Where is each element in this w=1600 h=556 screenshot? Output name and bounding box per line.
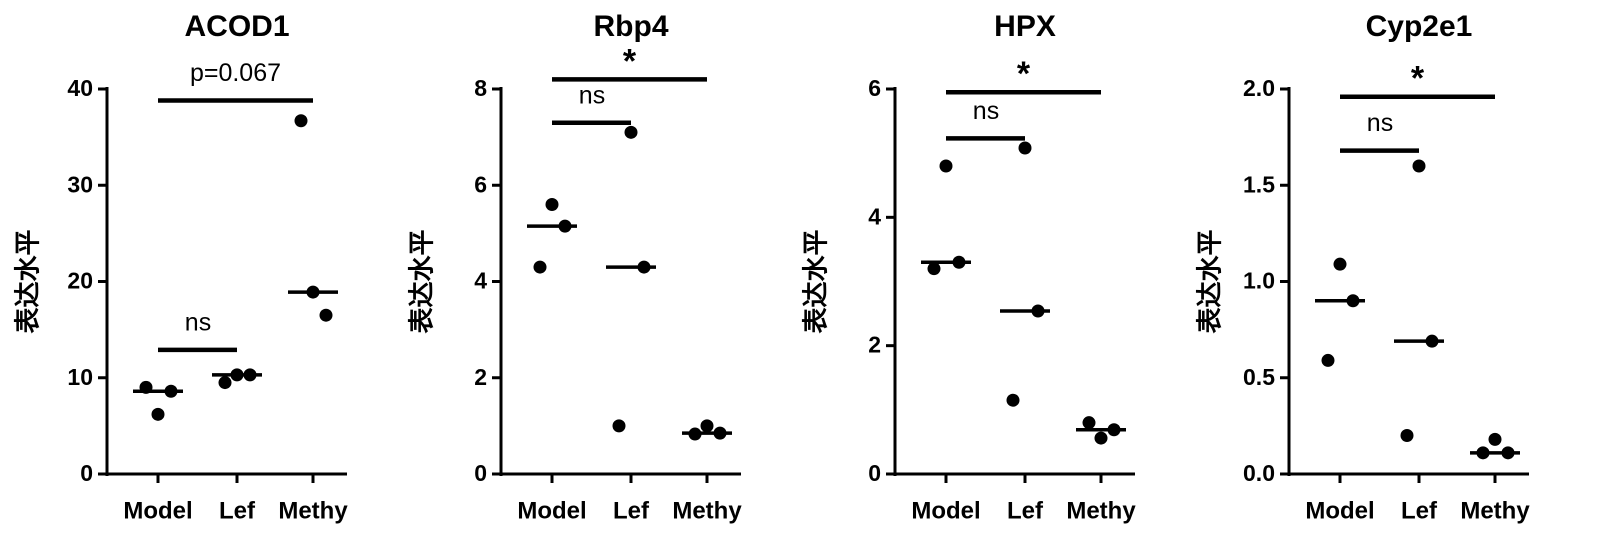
- data-point: [624, 125, 638, 139]
- y-tick-label: 2: [868, 332, 881, 358]
- significance-label: *: [623, 42, 637, 80]
- data-point: [700, 419, 714, 433]
- y-axis-label: 表达水平: [14, 229, 44, 333]
- y-tick-label: 6: [474, 171, 487, 197]
- x-tick-label: Model: [1305, 497, 1374, 524]
- data-point: [1006, 393, 1020, 407]
- x-tick-label: Methy: [1066, 497, 1136, 524]
- data-point: [1018, 141, 1032, 155]
- chart-title: Rbp4: [594, 10, 669, 43]
- y-tick-label: 0: [868, 460, 881, 486]
- y-tick-label: 20: [67, 268, 93, 294]
- significance-label: *: [1017, 55, 1031, 93]
- x-tick-label: Methy: [278, 497, 348, 524]
- y-tick-label: 2.0: [1243, 75, 1275, 101]
- chart-title: Cyp2e1: [1366, 10, 1473, 43]
- y-tick-label: 4: [474, 268, 487, 294]
- significance-label: ns: [579, 81, 605, 109]
- x-tick-label: Lef: [219, 497, 256, 524]
- y-tick-label: 1.5: [1243, 171, 1275, 197]
- x-tick-label: Lef: [1007, 497, 1044, 524]
- significance-label: ns: [185, 308, 211, 336]
- y-tick-label: 40: [67, 75, 93, 101]
- y-tick-label: 0.0: [1243, 460, 1275, 486]
- significance-label: ns: [973, 97, 999, 125]
- y-tick-label: 0: [474, 460, 487, 486]
- y-tick-label: 2: [474, 364, 487, 390]
- x-tick-label: Lef: [1401, 497, 1438, 524]
- data-point: [1412, 159, 1426, 173]
- x-tick-label: Methy: [672, 497, 742, 524]
- y-axis-label: 表达水平: [1196, 229, 1226, 333]
- y-tick-label: 0: [80, 460, 93, 486]
- x-tick-label: Model: [123, 497, 192, 524]
- y-axis-label: 表达水平: [802, 229, 832, 333]
- data-point: [612, 419, 626, 433]
- data-point: [1082, 416, 1096, 430]
- x-tick-label: Lef: [613, 497, 650, 524]
- x-tick-label: Model: [517, 497, 586, 524]
- data-point: [1488, 432, 1502, 446]
- significance-label: *: [1411, 60, 1425, 98]
- chart-title: HPX: [994, 10, 1056, 43]
- data-point: [1321, 353, 1335, 367]
- significance-label: ns: [1367, 109, 1393, 137]
- data-point: [151, 407, 165, 421]
- data-point: [533, 260, 547, 274]
- y-tick-label: 6: [868, 75, 881, 101]
- y-tick-label: 4: [868, 203, 881, 229]
- x-tick-label: Model: [911, 497, 980, 524]
- y-tick-label: 1.0: [1243, 268, 1275, 294]
- data-point: [294, 114, 308, 128]
- data-point: [1400, 429, 1414, 442]
- y-tick-label: 30: [67, 171, 93, 197]
- data-point: [1094, 431, 1108, 445]
- data-point: [939, 159, 953, 173]
- y-axis-label: 表达水平: [408, 229, 438, 333]
- chart-title: ACOD1: [184, 10, 289, 43]
- x-tick-label: Methy: [1460, 497, 1530, 524]
- y-tick-label: 0.5: [1243, 364, 1275, 390]
- significance-label: p=0.067: [190, 59, 281, 87]
- y-tick-label: 8: [474, 75, 487, 101]
- data-point: [218, 376, 232, 390]
- data-point: [545, 198, 559, 211]
- data-point: [1333, 257, 1347, 271]
- data-point: [927, 262, 941, 276]
- y-tick-label: 10: [67, 364, 93, 390]
- data-point: [319, 308, 333, 322]
